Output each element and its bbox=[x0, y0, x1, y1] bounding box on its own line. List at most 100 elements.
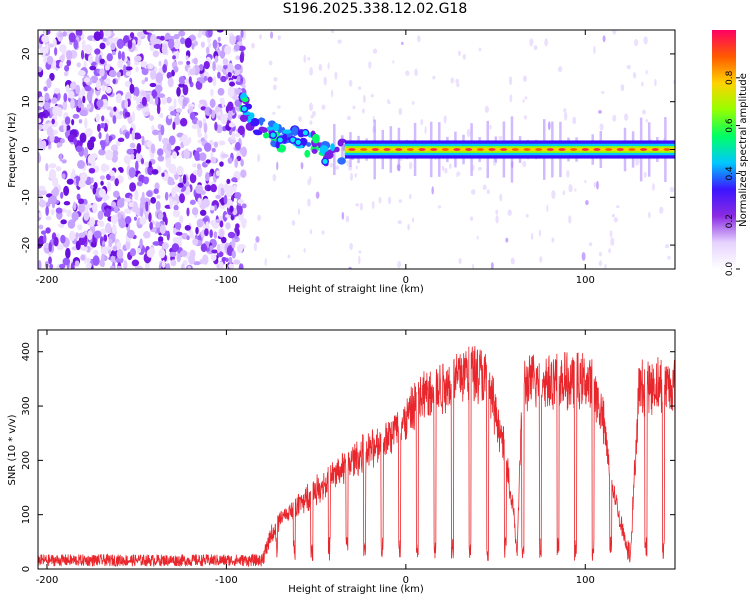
faint-streak bbox=[530, 232, 534, 241]
faint-streak bbox=[437, 205, 442, 209]
noise-blob bbox=[219, 220, 224, 228]
noise-blob bbox=[156, 194, 161, 199]
noise-blob bbox=[210, 205, 215, 211]
faint-streak bbox=[298, 116, 302, 122]
faint-streak bbox=[303, 248, 306, 253]
noise-blob bbox=[43, 101, 51, 110]
noise-blob bbox=[112, 149, 119, 157]
noise-blob bbox=[84, 44, 93, 55]
noise-blob bbox=[100, 140, 106, 151]
noise-blob bbox=[135, 66, 139, 73]
noise-blob bbox=[66, 59, 72, 67]
noise-blob bbox=[183, 148, 190, 160]
faint-streak bbox=[599, 123, 604, 131]
faint-streak bbox=[466, 128, 471, 138]
faint-streak bbox=[609, 230, 613, 238]
faint-streak bbox=[414, 68, 418, 77]
noise-blob bbox=[99, 175, 106, 180]
noise-blob bbox=[52, 38, 57, 48]
ridge-peak bbox=[628, 148, 636, 151]
faint-streak bbox=[355, 203, 360, 207]
noise-blob bbox=[235, 223, 240, 229]
noise-blob bbox=[63, 123, 67, 133]
noise-blob bbox=[220, 113, 228, 125]
noise-blob bbox=[90, 241, 97, 248]
noise-blob bbox=[144, 111, 151, 116]
noise-blob bbox=[66, 209, 72, 217]
noise-blob bbox=[100, 122, 106, 129]
faint-streak bbox=[307, 56, 311, 61]
faint-streak bbox=[585, 200, 589, 206]
noise-blob bbox=[227, 157, 233, 164]
noise-blob bbox=[104, 30, 112, 38]
noise-blob bbox=[44, 92, 50, 102]
ridge-node bbox=[294, 138, 303, 147]
faint-streak bbox=[546, 204, 549, 213]
noise-blob bbox=[38, 118, 42, 124]
noise-blob bbox=[226, 186, 233, 197]
faint-streak bbox=[566, 170, 570, 178]
noise-blob bbox=[194, 150, 200, 162]
ridge-node bbox=[269, 131, 277, 140]
noise-blob bbox=[135, 134, 142, 140]
noise-blob bbox=[197, 197, 202, 206]
noise-blob bbox=[159, 35, 166, 41]
noise-blob bbox=[124, 111, 131, 118]
noise-blob bbox=[133, 86, 140, 98]
noise-blob bbox=[85, 128, 93, 137]
faint-streak bbox=[482, 184, 487, 191]
noise-blob bbox=[175, 231, 183, 236]
noise-blob bbox=[61, 159, 67, 164]
noise-blob bbox=[86, 204, 93, 209]
noise-blob bbox=[111, 51, 116, 56]
noise-blob bbox=[153, 38, 162, 45]
noise-blob bbox=[229, 35, 236, 45]
spectrogram-y-axis: -20 -10 0 10 20 bbox=[21, 48, 675, 253]
noise-blob bbox=[129, 248, 137, 257]
noise-blob bbox=[178, 30, 186, 37]
faint-streak bbox=[307, 198, 311, 207]
noise-blob bbox=[172, 121, 176, 131]
noise-blob bbox=[113, 106, 117, 112]
spectrogram-ytick-label: 10 bbox=[21, 95, 32, 108]
noise-blob bbox=[189, 112, 196, 121]
noise-blob bbox=[99, 42, 106, 50]
noise-blob bbox=[198, 120, 203, 129]
noise-blob bbox=[123, 154, 131, 165]
noise-blob bbox=[177, 182, 184, 188]
faint-streak bbox=[337, 39, 342, 44]
noise-blob bbox=[45, 201, 51, 208]
noise-blob bbox=[200, 243, 208, 253]
faint-streak bbox=[387, 99, 390, 104]
noise-blob bbox=[115, 140, 121, 147]
noise-blob bbox=[38, 112, 47, 118]
noise-blob bbox=[97, 220, 101, 226]
noise-blob bbox=[209, 98, 216, 108]
noise-blob bbox=[66, 178, 74, 185]
noise-blob bbox=[173, 66, 179, 73]
noise-blob bbox=[157, 236, 164, 243]
noise-blob bbox=[224, 45, 232, 55]
faint-streak bbox=[612, 114, 617, 122]
noise-blob bbox=[216, 64, 223, 72]
noise-blob bbox=[51, 97, 58, 104]
snr-xlabel: Height of straight line (km) bbox=[288, 584, 424, 595]
noise-blob bbox=[153, 43, 162, 49]
noise-blob bbox=[84, 118, 88, 129]
noise-blob bbox=[149, 221, 153, 230]
noise-blob bbox=[75, 232, 79, 240]
noise-blob bbox=[158, 212, 164, 220]
noise-blob bbox=[200, 106, 207, 111]
noise-blob bbox=[173, 98, 177, 109]
noise-blob bbox=[178, 215, 184, 224]
noise-blob bbox=[240, 169, 247, 178]
noise-blob bbox=[176, 253, 181, 263]
noise-blob bbox=[83, 147, 89, 159]
faint-streak bbox=[659, 206, 664, 214]
faint-streak bbox=[345, 215, 350, 223]
noise-blob bbox=[173, 204, 179, 211]
faint-streak bbox=[557, 66, 563, 73]
noise-blob bbox=[131, 129, 136, 141]
faint-streak bbox=[349, 172, 353, 181]
faint-streak bbox=[268, 60, 273, 66]
